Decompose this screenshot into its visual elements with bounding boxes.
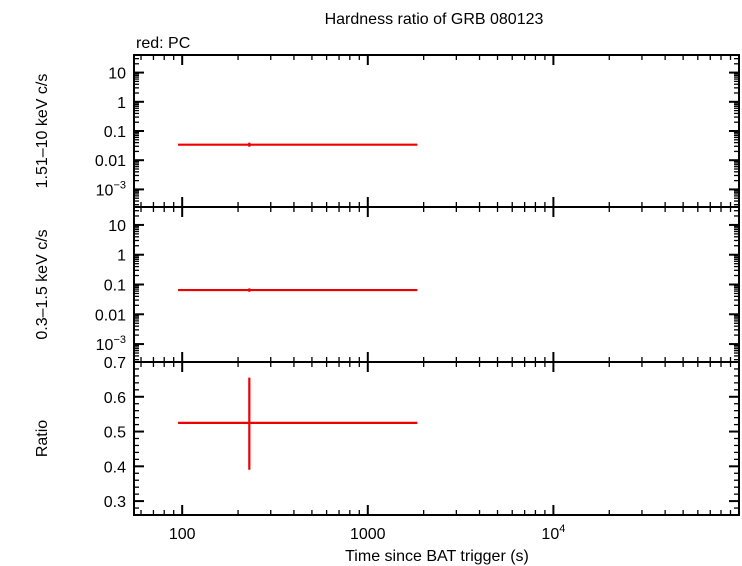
y-axis-label: 0.3–1.5 keV c/s: [34, 229, 51, 339]
y-tick-label: 0.3: [104, 494, 126, 511]
legend-label: red: PC: [136, 35, 190, 52]
y-tick-label: 10−3: [96, 334, 126, 354]
x-axis-label: Time since BAT trigger (s): [345, 548, 529, 565]
chart-title: Hardness ratio of GRB 080123: [325, 11, 544, 28]
panel-frame: [133, 361, 740, 516]
panel-soft: 10 1 0.1 0.01 10−3 0.3–1.5 keV c/s: [34, 206, 740, 363]
y-tick-label: 0.4: [104, 459, 126, 476]
y-axis-label: Ratio: [34, 420, 51, 457]
y-tick-label: 10−3: [96, 179, 126, 199]
panel-hard: 10 1 0.1 0.01 10−3 1.51–10 keV c/s: [34, 54, 740, 208]
x-tick-label: 104: [541, 523, 565, 543]
panel-frame: [133, 206, 740, 363]
y-tick-label: 0.5: [104, 425, 126, 442]
panel-frame: [133, 54, 740, 208]
panel-ratio: 0.7 0.6 0.5 0.4 0.3 Ratio: [34, 355, 740, 516]
y-tick-label: 1: [117, 248, 126, 265]
y-tick-label: 1: [117, 95, 126, 112]
y-tick-label: 0.1: [104, 278, 126, 295]
y-tick-label: 10: [108, 66, 126, 83]
y-tick-label: 0.1: [104, 124, 126, 141]
y-tick-label: 0.01: [95, 307, 126, 324]
y-tick-label: 10: [108, 218, 126, 235]
x-tick-label: 100: [169, 526, 196, 543]
y-tick-label: 0.6: [104, 390, 126, 407]
y-tick-label: 0.7: [104, 355, 126, 372]
x-tick-label: 1000: [350, 526, 386, 543]
y-tick-label: 0.01: [95, 153, 126, 170]
y-axis-label: 1.51–10 keV c/s: [34, 74, 51, 189]
